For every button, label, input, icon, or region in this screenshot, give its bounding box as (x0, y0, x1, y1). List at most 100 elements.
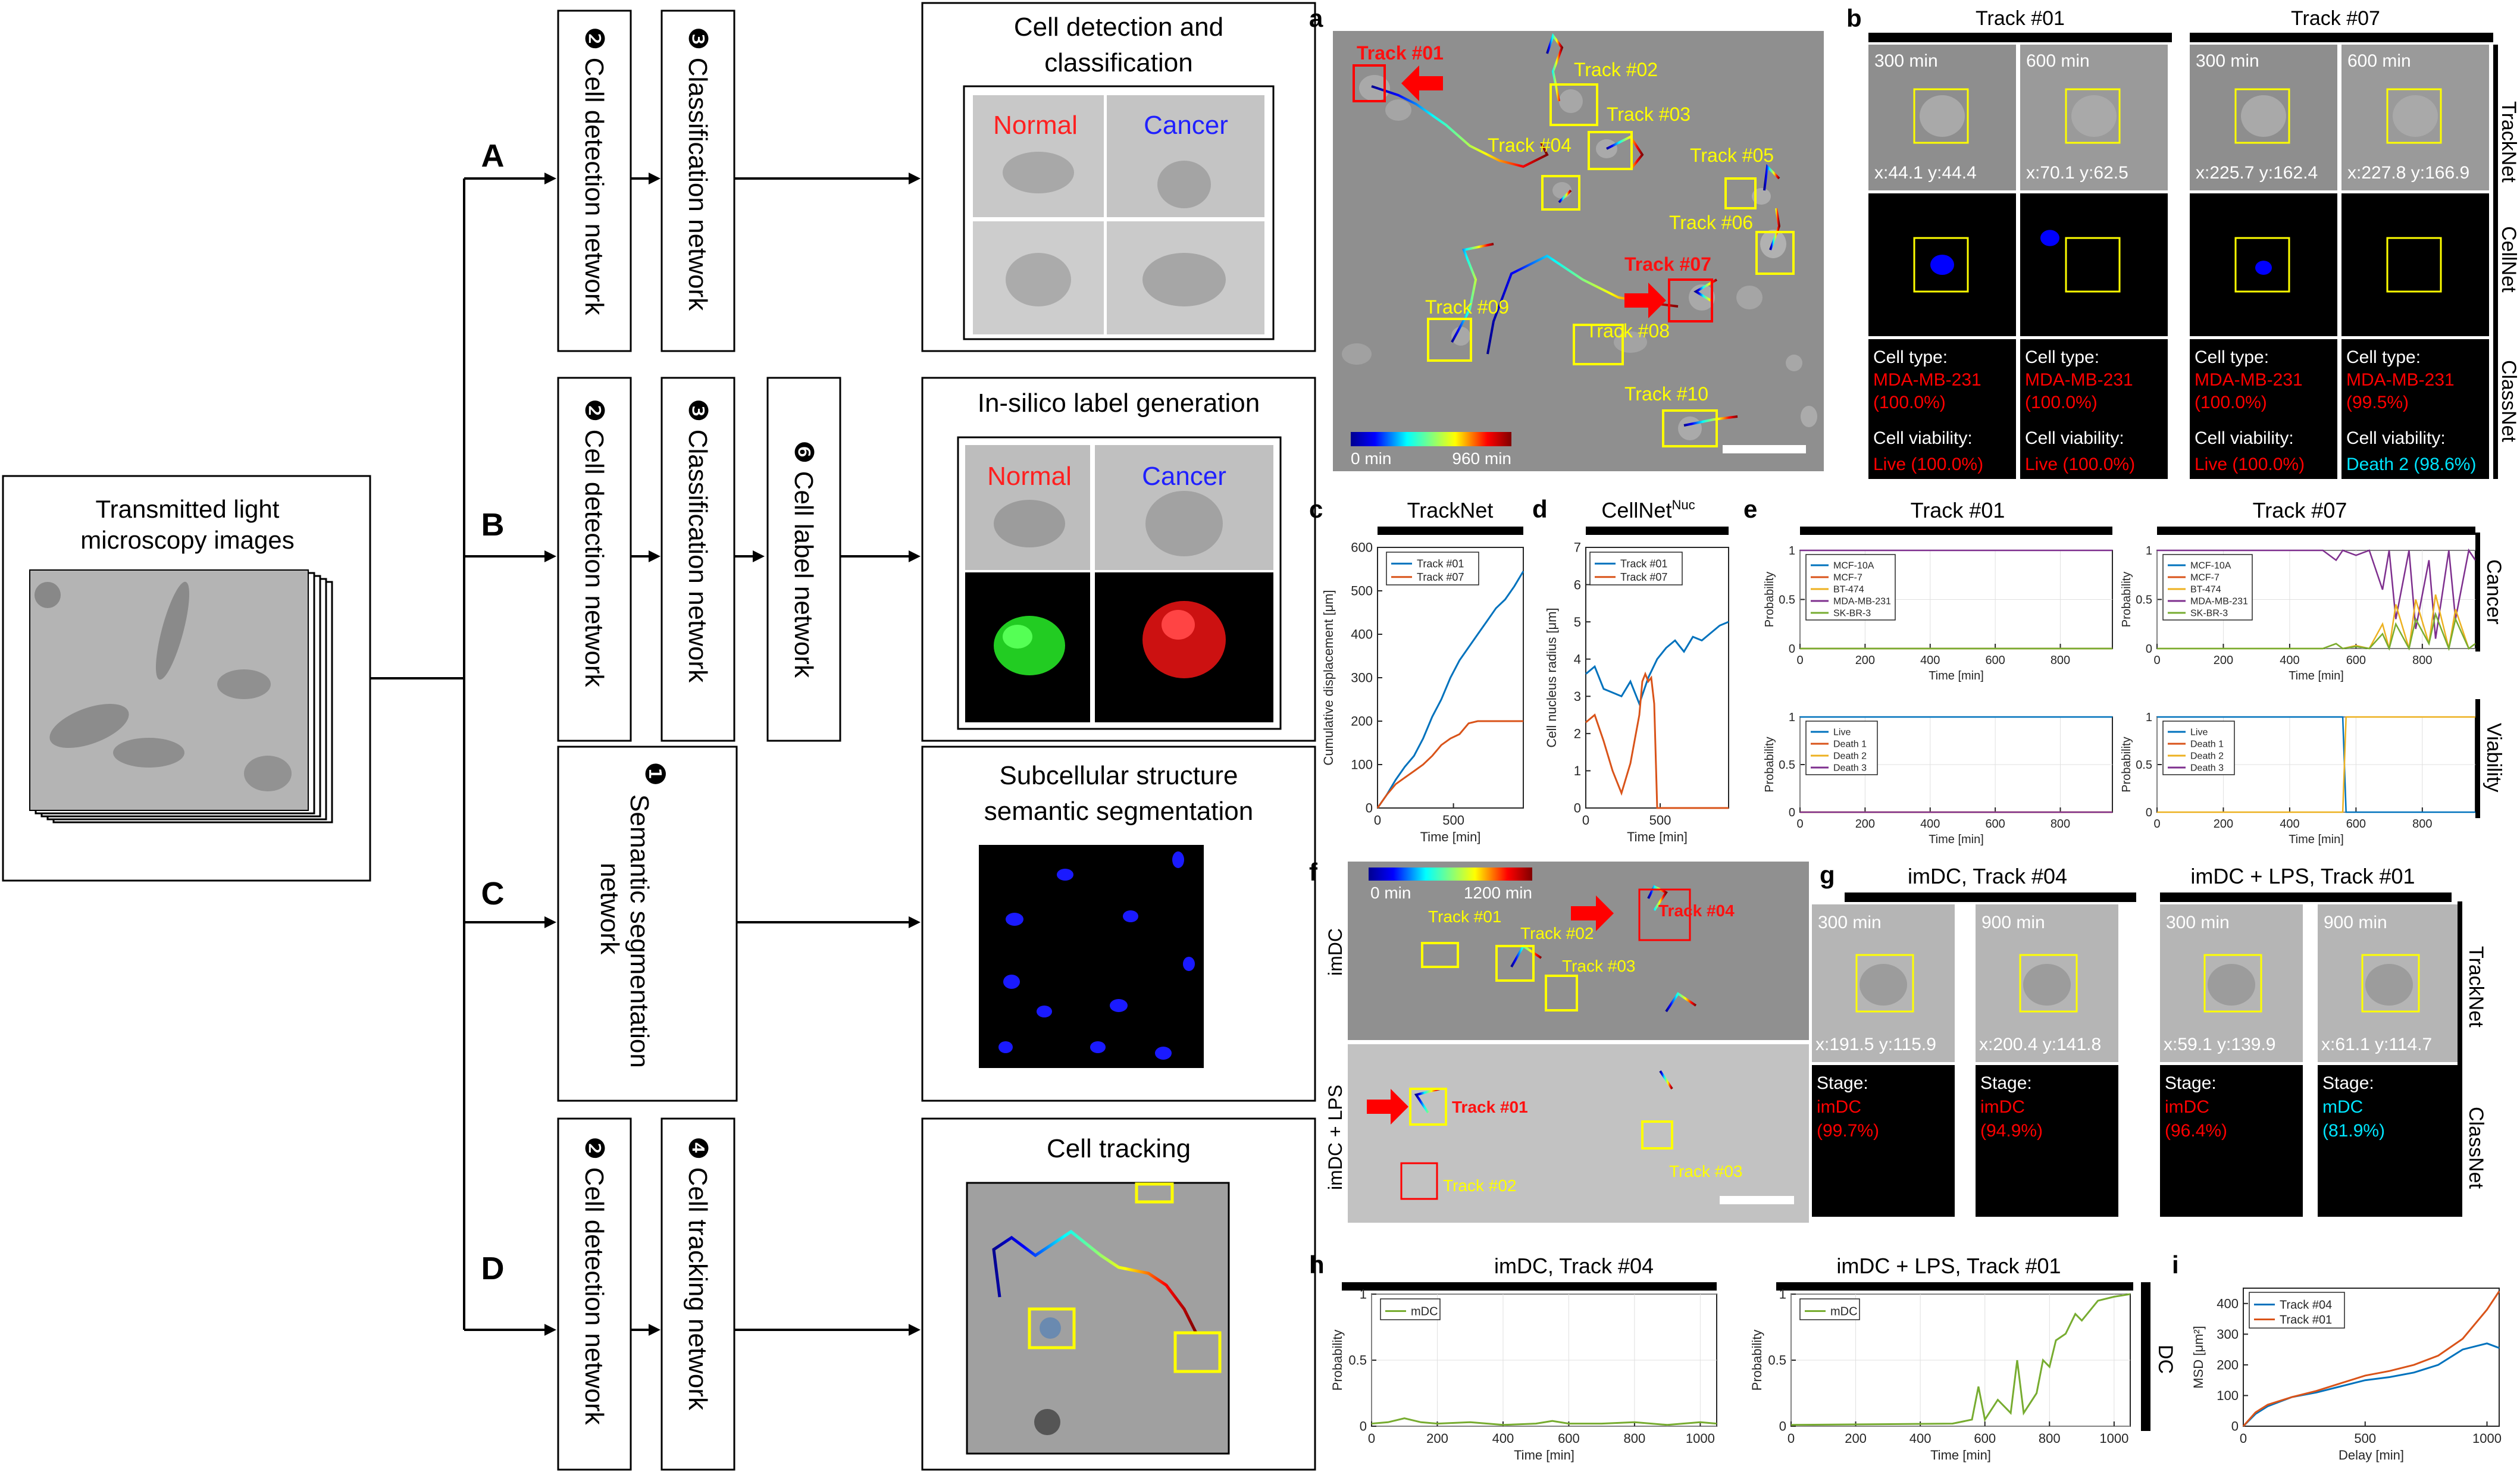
classnet-panel (2160, 1065, 2303, 1217)
cell-tracking-label-d: ❹ Cell tracking network (683, 1136, 712, 1411)
x-tick-label: 200 (2214, 654, 2233, 667)
semantic-label-c-line2: Semantic segmentation (625, 794, 654, 1068)
panel-a-track-labels: Track #01 Track #02 Track #03 Track #04 … (1357, 42, 1774, 405)
image-stack (29, 569, 333, 823)
classification-label-b: ❸ Classification network (683, 399, 712, 683)
coord-label: x:227.8 y:166.9 (2347, 163, 2469, 183)
coord-label: x:191.5 y:115.9 (1815, 1035, 1936, 1054)
cell-detection-label-b: ❷ Cell detection network (580, 399, 609, 688)
coord-label: x:200.4 y:141.8 (1979, 1035, 2101, 1054)
panel-letter-b: b (1846, 4, 1862, 32)
cell-type-label: Cell type: (1873, 347, 1948, 367)
stage-label: Stage: (2165, 1073, 2217, 1093)
y-tick-label: 1 (1789, 711, 1795, 724)
x-tick-label: 1000 (2472, 1431, 2502, 1446)
panel-g-side-1: TrackNet (2465, 946, 2487, 1028)
classification-box-a (660, 10, 735, 352)
panel-h-header-2: imDC + LPS, Track #01 (1836, 1254, 2061, 1278)
output-title-c-line1: Subcellular structure (999, 761, 1238, 790)
x-tick-label: 500 (2354, 1431, 2376, 1446)
y-tick-label: 200 (1351, 714, 1373, 729)
panel-e-header-1: Track #01 (1911, 498, 2005, 522)
y-tick-label: 100 (2217, 1388, 2239, 1403)
legend-label: MDA-MB-231 (1833, 597, 1891, 607)
detection-box (1913, 237, 1969, 293)
panel-b-grid: 300 min x:44.1 y:44.4 Cell type: MDA-MB-231… (1868, 45, 2489, 479)
normal-label-b: Normal (987, 462, 1072, 491)
x-tick-label: 400 (1920, 654, 1940, 667)
cell-type-prob: (99.5%) (2346, 393, 2409, 412)
x-axis-label: Time [min] (1420, 829, 1481, 844)
y-tick-label: 0 (1779, 1419, 1786, 1434)
y-tick-label: 0 (1360, 1419, 1367, 1434)
y-tick-label: 1 (1360, 1287, 1367, 1302)
cell (2071, 95, 2117, 137)
cell (2393, 95, 2438, 137)
y-tick-label: 0 (1789, 806, 1795, 819)
x-tick-label: 500 (1649, 813, 1671, 828)
panel-f-bottom-track-1: Track #01 (1452, 1098, 1528, 1116)
plot-area (1585, 547, 1729, 809)
x-tick-label: 0 (1796, 818, 1803, 831)
coord-label: x:59.1 y:139.9 (2164, 1035, 2275, 1054)
y-tick-label: 500 (1351, 584, 1373, 599)
input-title-line1: Transmitted light (96, 495, 280, 523)
y-axis-label: Probability (1763, 572, 1776, 627)
legend-label: Track #07 (1620, 571, 1667, 583)
svg-text:Track #10: Track #10 (1624, 383, 1708, 405)
y-tick-label: 400 (1351, 627, 1373, 642)
y-tick-label: 0 (2146, 643, 2152, 656)
x-tick-label: 400 (1920, 818, 1940, 831)
y-tick-label: 6 (1574, 577, 1581, 592)
cancer-label-a: Cancer (1144, 111, 1228, 140)
panel-f-top-track-2: Track #02 (1520, 924, 1594, 942)
series-line-track-07 (1376, 720, 1523, 809)
panel-f: f 0 min 1200 min imDC imDC + LPS Track #… (1309, 858, 1809, 1223)
x-tick-label: 200 (1855, 654, 1875, 667)
scale-bar-f (1720, 1196, 1794, 1204)
classnet-panel (2020, 339, 2168, 479)
panel-g-header-1: imDC, Track #04 (1908, 864, 2067, 888)
svg-text:Track #07: Track #07 (1624, 253, 1711, 275)
series-line-track-01 (1585, 621, 1729, 707)
cell (2241, 95, 2286, 137)
time-label: 600 min (2026, 51, 2090, 71)
x-tick-label: 0 (1374, 813, 1381, 828)
classnet-panel (1812, 1065, 1955, 1217)
normal-label-a: Normal (993, 111, 1078, 140)
coord-label: x:225.7 y:162.4 (2196, 163, 2318, 183)
coord-label: x:44.1 y:44.4 (1874, 163, 1977, 183)
viability-value: Death 2 (98.6%) (2346, 455, 2476, 474)
x-tick-label: 0 (1582, 813, 1589, 828)
input-title-line2: microscopy images (80, 526, 294, 554)
arrow-icon (1571, 895, 1614, 931)
detection-box (1855, 954, 1914, 1013)
legend-label: mDC (1830, 1305, 1858, 1319)
y-tick-label: 0.5 (1779, 759, 1795, 772)
y-tick-label: 0.5 (1779, 594, 1795, 607)
arrow-icon (1624, 283, 1666, 318)
y-tick-label: 3 (1574, 689, 1581, 704)
time-label: 900 min (2324, 913, 2387, 932)
svg-text:ClassNet: ClassNet (2497, 360, 2520, 442)
x-tick-label: 200 (1845, 1431, 1867, 1446)
panel-g-grid: 300 min x:191.5 y:115.9 Stage: imDC (99.7%) 9… (1812, 904, 2460, 1217)
detection-box (1913, 88, 1969, 144)
legend-label: Death 3 (1833, 763, 1867, 773)
cell-type-prob: (100.0%) (2195, 393, 2267, 412)
y-tick-label: 300 (1351, 671, 1373, 685)
coord-label: x:61.1 y:114.7 (2321, 1035, 2432, 1054)
x-tick-label: 400 (2280, 654, 2299, 667)
time-label: 300 min (1818, 913, 1882, 932)
y-tick-label: 0.5 (2136, 594, 2152, 607)
panel-h-side: DC (2154, 1345, 2177, 1374)
cell-type-label: Cell type: (2346, 347, 2421, 367)
classnet-panel (1868, 339, 2016, 479)
y-tick-label: 0 (1789, 643, 1795, 656)
classification-box-b (660, 377, 735, 742)
semantic-label-c-line3: network (595, 863, 624, 955)
cell-type-prob: (100.0%) (2025, 393, 2098, 412)
